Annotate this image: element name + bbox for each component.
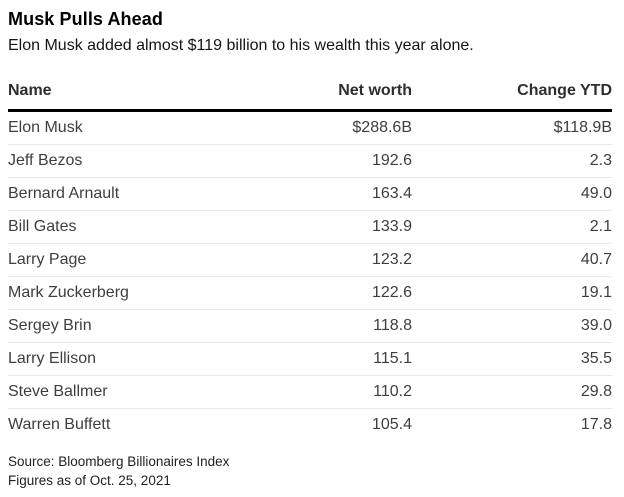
source-text: Source: Bloomberg Billionaires Index (8, 454, 230, 469)
cell-net-worth: 110.2 (228, 375, 412, 409)
table-row: Warren Buffett 105.4 17.8 (8, 408, 612, 441)
column-header-name: Name (8, 82, 228, 112)
table-row: Sergey Brin 118.8 39.0 (8, 309, 612, 343)
table-row: Elon Musk $288.6B $118.9B (8, 111, 612, 145)
table-row: Jeff Bezos 192.6 2.3 (8, 144, 612, 178)
cell-name: Sergey Brin (8, 309, 228, 343)
cell-change-ytd: 2.3 (412, 144, 612, 178)
cell-change-ytd: 19.1 (412, 276, 612, 310)
cell-net-worth: 118.8 (228, 309, 412, 343)
table-row: Bill Gates 133.9 2.1 (8, 210, 612, 244)
cell-change-ytd: 2.1 (412, 210, 612, 244)
column-header-net-worth: Net worth (228, 82, 412, 112)
cell-name: Warren Buffett (8, 408, 228, 441)
cell-net-worth: $288.6B (352, 119, 412, 136)
cell-net-worth: 122.6 (228, 276, 412, 310)
cell-name: Elon Musk (8, 119, 83, 136)
cell-net-worth: 192.6 (228, 144, 412, 178)
table-row: Larry Ellison 115.1 35.5 (8, 342, 612, 376)
cell-change-ytd: 39.0 (412, 309, 612, 343)
cell-change-ytd: 40.7 (412, 243, 612, 277)
cell-name: Bill Gates (8, 210, 228, 244)
cell-change-ytd: 17.8 (412, 408, 612, 441)
cell-change-ytd: $118.9B (553, 119, 612, 136)
cell-net-worth: 133.9 (228, 210, 412, 244)
column-header-change-ytd: Change YTD (412, 82, 612, 112)
cell-net-worth: 115.1 (228, 342, 412, 376)
cell-name: Larry Ellison (8, 342, 228, 376)
cell-change-ytd: 29.8 (412, 375, 612, 409)
table-header-row: Name Net worth Change YTD (8, 82, 612, 112)
cell-net-worth: 163.4 (228, 177, 412, 211)
as-of-text: Figures as of Oct. 25, 2021 (8, 473, 171, 488)
table-row: Mark Zuckerberg 122.6 19.1 (8, 276, 612, 310)
table-row: Larry Page 123.2 40.7 (8, 243, 612, 277)
graphic-subtitle: Elon Musk added almost $119 billion to h… (8, 37, 474, 54)
billionaires-table: Name Net worth Change YTD Elon Musk $288… (8, 82, 612, 441)
table-row: Steve Ballmer 110.2 29.8 (8, 375, 612, 409)
cell-net-worth: 123.2 (228, 243, 412, 277)
cell-name: Bernard Arnault (8, 177, 228, 211)
table-row: Bernard Arnault 163.4 49.0 (8, 177, 612, 211)
cell-name: Steve Ballmer (8, 375, 228, 409)
footer: Source: Bloomberg Billionaires Index Fig… (8, 452, 612, 490)
cell-net-worth: 105.4 (228, 408, 412, 441)
cell-name: Mark Zuckerberg (8, 276, 228, 310)
cell-name: Larry Page (8, 243, 228, 277)
graphic-title: Musk Pulls Ahead (8, 9, 163, 29)
cell-name: Jeff Bezos (8, 144, 228, 178)
cell-change-ytd: 35.5 (412, 342, 612, 376)
cell-change-ytd: 49.0 (412, 177, 612, 211)
